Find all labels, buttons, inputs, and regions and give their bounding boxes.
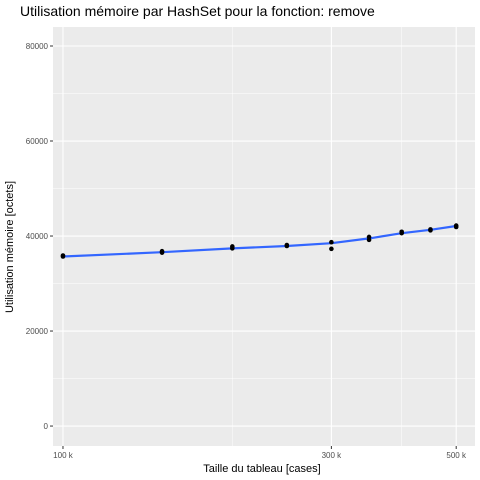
- data-point: [284, 242, 290, 248]
- y-tick-label: 40000: [26, 232, 49, 241]
- x-tick-label: 100 k: [53, 451, 74, 460]
- chart-title: Utilisation mémoire par HashSet pour la …: [20, 3, 375, 19]
- x-tick-label: 300 k: [322, 451, 343, 460]
- y-tick-label: 60000: [26, 137, 49, 146]
- data-series: [60, 223, 459, 259]
- y-axis-ticks: 0 20000 40000 60000 80000: [26, 42, 53, 431]
- y-tick-label: 20000: [26, 327, 49, 336]
- data-point: [453, 223, 459, 228]
- data-point: [329, 246, 334, 252]
- y-tick-label: 80000: [26, 42, 49, 51]
- x-tick-label: 500 k: [446, 451, 467, 460]
- x-axis-ticks: 100 k 300 k 500 k: [53, 446, 467, 460]
- data-point: [60, 253, 66, 258]
- data-point: [230, 244, 235, 249]
- x-axis-title: Taille du tableau [cases]: [203, 463, 320, 475]
- data-point: [159, 248, 165, 254]
- y-tick-label: 0: [44, 422, 49, 431]
- data-point: [428, 227, 433, 232]
- data-point: [366, 234, 372, 240]
- data-point: [399, 229, 404, 235]
- y-axis-title: Utilisation mémoire [octets]: [4, 181, 16, 313]
- data-point: [329, 239, 334, 245]
- grid: [53, 27, 475, 446]
